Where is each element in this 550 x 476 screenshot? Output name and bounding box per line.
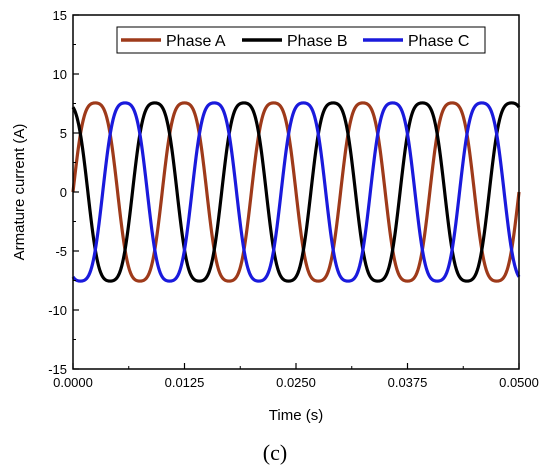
x-tick-label: 0.0125 [165,375,205,390]
legend-box [116,26,486,54]
y-tick-label: -5 [55,244,67,259]
ticks-layer: 0.0000 0.0125 0.0250 0.0375 0.0500 -15 -10 -5 0 5… [48,8,539,390]
y-tick-label: 15 [53,8,67,23]
x-tick-label: 0.0500 [499,375,539,390]
y-tick-label: 5 [60,126,67,141]
legend-label: Phase B [287,33,347,50]
x-tick-label: 0.0375 [388,375,428,390]
y-tick-label: 10 [53,67,67,82]
x-tick-label: 0.0250 [276,375,316,390]
series-line-3 [71,101,521,283]
y-tick-label: -15 [48,362,67,377]
series-line-2 [71,101,521,283]
y-tick-label: 0 [60,185,67,200]
armature-current-chart: 0.0000 0.0125 0.0250 0.0375 0.0500 -15 -10 -5 0 5… [11,8,539,424]
figure-caption: (c) [262,440,288,465]
y-axis-label: Armature current (A) [11,124,28,261]
series-layer [71,101,521,283]
x-tick-label: 0.0000 [53,375,93,390]
x-axis-label: Time (s) [269,407,323,424]
legend-label: Phase A [166,33,226,50]
legend-label: Phase C [408,33,469,50]
series-line-1 [71,101,521,283]
y-tick-label: -10 [48,303,67,318]
legend: Phase A Phase B Phase C [116,26,486,54]
